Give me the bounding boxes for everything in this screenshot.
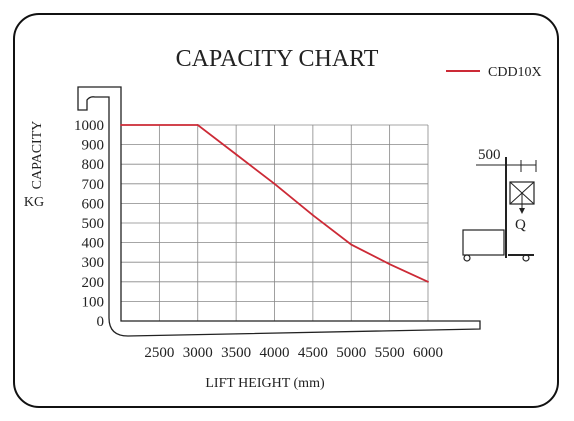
x-tick-label: 4500 — [298, 345, 328, 361]
legend-label-cdd10x: CDD10X — [488, 65, 542, 80]
load-center-diagram: 500 Q — [462, 147, 537, 262]
series-points — [120, 124, 429, 283]
data-point — [311, 214, 314, 217]
y-axis-unit-label: KG — [24, 195, 44, 210]
x-tick-label: 3000 — [183, 345, 213, 361]
y-tick-label: 400 — [82, 236, 105, 252]
fork-outline — [77, 86, 481, 337]
y-tick-label: 700 — [82, 177, 105, 193]
x-tick-label: 6000 — [413, 345, 443, 361]
y-tick-label: 800 — [82, 157, 105, 173]
series-line-cdd10x — [121, 124, 429, 283]
data-point — [120, 124, 122, 126]
chart-title: CAPACITY CHART — [176, 46, 379, 72]
x-tick-label: 2500 — [144, 345, 174, 361]
x-tick-label: 3500 — [221, 345, 251, 361]
y-tick-label: 900 — [82, 138, 105, 154]
grid — [121, 124, 429, 321]
y-tick-label: 0 — [97, 314, 105, 330]
x-axis-label: LIFT HEIGHT (mm) — [205, 376, 325, 391]
wheel-icon — [522, 254, 530, 262]
y-tick-label: 100 — [82, 294, 105, 310]
y-tick-label: 1000 — [74, 118, 104, 134]
y-tick-label: 200 — [82, 275, 105, 291]
x-tick-label: 4000 — [260, 345, 290, 361]
data-point — [273, 182, 276, 185]
y-tick-label: 600 — [82, 196, 105, 212]
data-point — [350, 243, 353, 246]
wheel-icon — [463, 254, 471, 262]
data-point — [196, 124, 199, 126]
y-tick-label: 500 — [82, 216, 105, 232]
truck-body-icon — [462, 229, 505, 256]
x-tick-label: 5500 — [375, 345, 405, 361]
data-point — [388, 263, 391, 266]
x-tick-labels: 2500 3000 3500 4000 4500 5000 5500 6000 — [144, 345, 443, 361]
y-axis-label: CAPACITY — [30, 121, 45, 190]
y-tick-label: 300 — [82, 255, 105, 271]
chart-frame — [13, 13, 559, 408]
y-tick-labels: 0 100 200 300 400 500 600 700 800 900 1000 — [74, 118, 104, 330]
data-point — [235, 153, 238, 156]
data-point — [427, 280, 429, 283]
load-label: Q — [515, 217, 526, 233]
x-tick-label: 5000 — [336, 345, 366, 361]
load-arrowhead-icon — [519, 208, 525, 214]
load-center-dimension-label: 500 — [478, 147, 501, 163]
